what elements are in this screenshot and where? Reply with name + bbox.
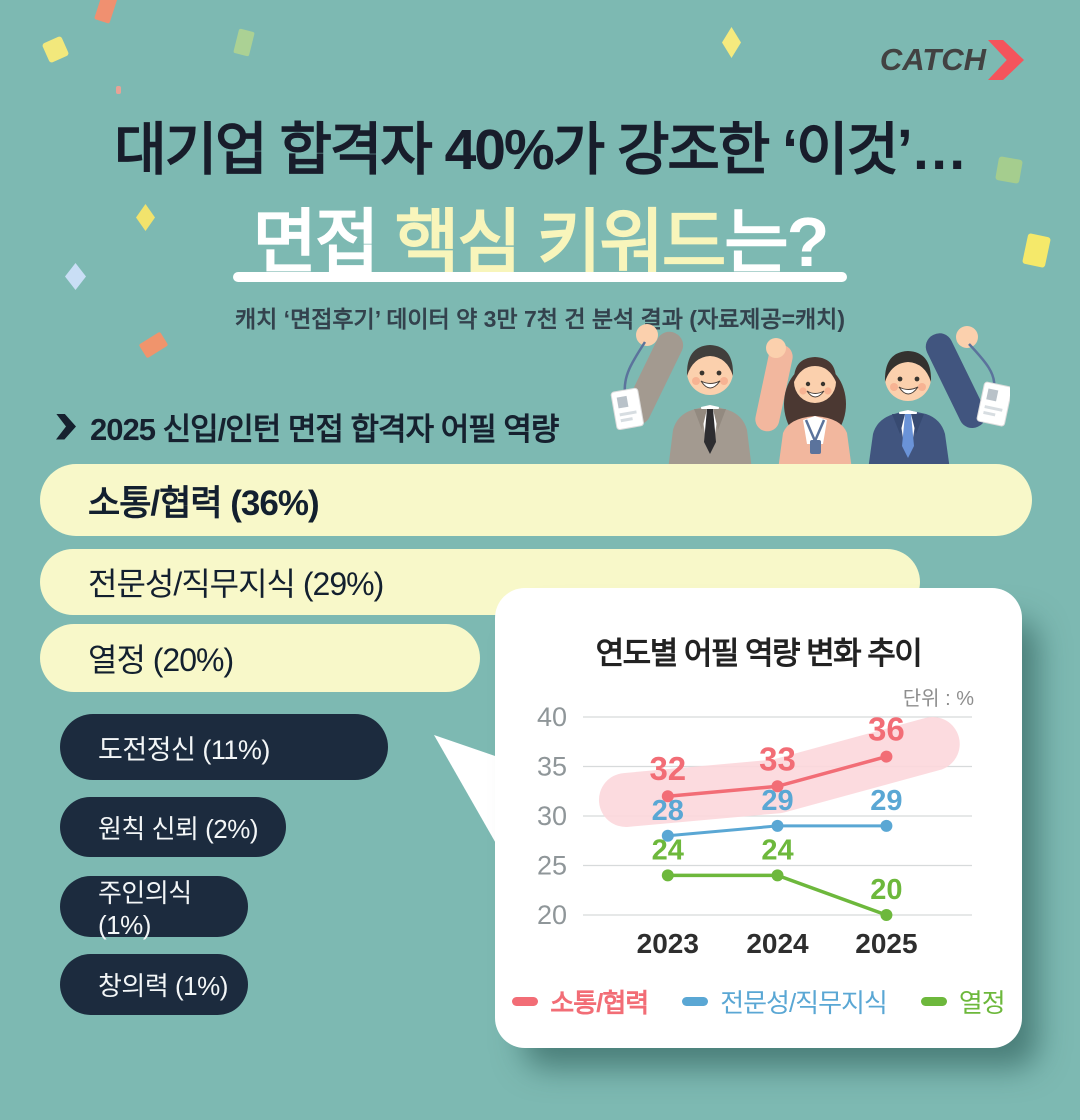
person-gray-suit: [610, 324, 752, 470]
ranking-pill: 창의력 (1%): [60, 954, 248, 1015]
data-point-marker: [661, 829, 674, 842]
data-point-label: 36: [868, 711, 905, 748]
brand-logo: CATCH: [880, 40, 1024, 80]
confetti-piece: [136, 204, 155, 231]
title2-segment-highlight: 핵심 키워드: [394, 203, 726, 281]
confetti-piece: [65, 263, 86, 290]
legend-item: 열정: [920, 983, 1006, 1020]
legend-label: 소통/협력: [550, 988, 649, 1018]
series-markers: [661, 750, 893, 921]
title2-segment: 면접: [252, 203, 395, 281]
y-tick-label: 20: [537, 900, 567, 930]
data-point-marker: [771, 869, 784, 882]
ranking-pill-label: 도전정신 (11%): [98, 734, 270, 765]
person-navy-suit: [868, 326, 1010, 470]
main-title-line2: 면접 핵심 키워드는?: [0, 186, 1080, 287]
main-title-line1: 대기업 합격자 40%가 강조한 ‘이것’…: [114, 118, 967, 182]
section-title: 2025 신입/인턴 면접 합격자 어필 역량: [90, 412, 559, 447]
y-axis-tick-labels: 40 35 30 25 20: [537, 702, 567, 930]
ranking-pill: 소통/협력 (36%): [40, 464, 1032, 536]
subtitle: 캐치 ‘면접후기’ 데이터 약 3만 7천 건 분석 결과 (자료제공=캐치): [234, 306, 846, 332]
speech-bubble-tail: [434, 735, 498, 847]
data-point-label: 33: [759, 740, 796, 777]
ranking-pill: 원칙 신뢰 (2%): [60, 797, 286, 857]
ranking-pill-label: 원칙 신뢰 (2%): [98, 813, 259, 844]
chevron-right-icon: [56, 413, 76, 440]
person-peach-cardigan: [755, 338, 852, 470]
section-header: 2025 신입/인턴 면접 합격자 어필 역량: [56, 404, 559, 449]
y-tick-label: 40: [537, 702, 567, 732]
chart-title: 연도별 어필 역량 변화 추이: [595, 636, 923, 671]
data-point-marker: [880, 819, 893, 832]
ranking-pill-label: 창의력 (1%): [98, 971, 228, 1001]
confetti-piece: [41, 35, 70, 64]
legend-label: 전문성/직무지식: [720, 988, 888, 1018]
data-point-label: 32: [649, 750, 686, 787]
ranking-pill: 열정 (20%): [40, 624, 480, 692]
y-tick-label: 35: [537, 752, 567, 782]
ranking-pill-label: 소통/협력 (36%): [88, 483, 320, 523]
x-tick-label: 2025: [855, 928, 917, 959]
legend-item: 전문성/직무지식: [682, 983, 888, 1020]
value-labels: 32 33 36 28 29 29 24 24 20: [649, 711, 904, 906]
data-point-marker: [661, 869, 674, 882]
ranking-pill: 주인의식 (1%): [60, 876, 248, 940]
title2-segment: 는?: [724, 203, 829, 281]
ranking-pill-label: 주인의식 (1%): [98, 877, 192, 940]
legend-dash-icon: [512, 997, 539, 1006]
data-point-label: 20: [870, 874, 902, 906]
data-point-marker: [880, 909, 893, 921]
legend-item: 소통/협력: [512, 983, 649, 1020]
ranking-pill-label: 열정 (20%): [88, 642, 234, 678]
data-point-label: 29: [761, 785, 793, 817]
confetti-piece: [138, 331, 169, 359]
data-point-marker: [771, 819, 784, 832]
data-point-label: 24: [652, 834, 684, 866]
legend-dash-icon: [920, 997, 947, 1006]
legend-label: 열정: [958, 988, 1006, 1018]
brand-name: CATCH: [879, 42, 986, 77]
x-tick-label: 2023: [637, 928, 699, 959]
ranking-pill-label: 전문성/직무지식 (29%): [88, 566, 384, 602]
data-point-marker: [661, 790, 674, 803]
three-people-celebrating-illustration: [610, 324, 1010, 470]
chart-unit-label: 단위 : %: [902, 688, 974, 710]
data-point-marker: [880, 750, 893, 763]
confetti-piece: [116, 86, 121, 94]
y-tick-label: 30: [537, 801, 567, 831]
data-point-marker: [771, 780, 784, 793]
legend-dash-icon: [682, 997, 709, 1006]
data-point-label: 24: [761, 834, 793, 866]
data-point-label: 29: [870, 785, 902, 817]
y-tick-label: 25: [537, 851, 567, 881]
data-point-label: 28: [652, 795, 684, 827]
confetti-piece: [233, 28, 255, 57]
title-underline: [233, 272, 847, 282]
x-tick-label: 2024: [746, 928, 809, 959]
confetti-piece: [722, 27, 741, 58]
chart-legend: 소통/협력 전문성/직무지식 열정: [495, 983, 1022, 1020]
chart-card: 연도별 어필 역량 변화 추이 단위 : % 32 33 36 28 29 29 24 24 2…: [495, 588, 1022, 1048]
confetti-piece: [94, 0, 118, 24]
chevron-right-icon: [988, 40, 1024, 80]
ranking-pill: 도전정신 (11%): [60, 714, 388, 780]
x-axis-tick-labels: 2023 2024 2025: [637, 928, 918, 959]
